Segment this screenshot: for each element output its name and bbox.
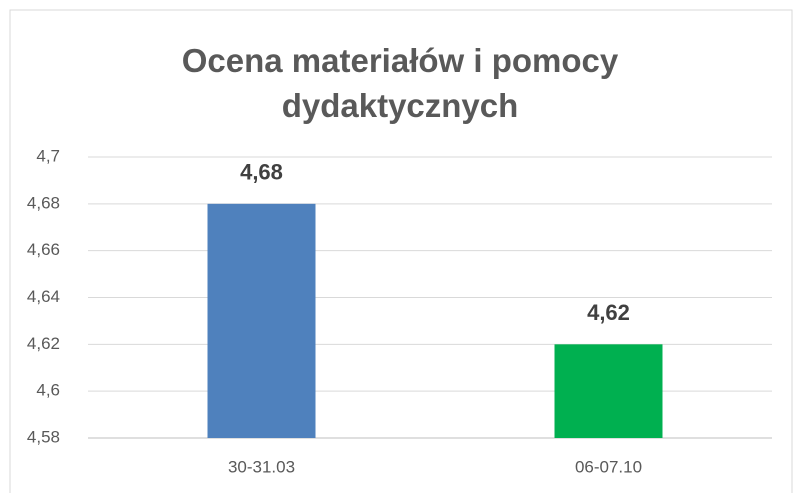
y-tick-label: 4,7 xyxy=(36,146,60,165)
y-tick-label: 4,64 xyxy=(27,287,60,306)
chart-border xyxy=(9,9,793,493)
value-label: 4,68 xyxy=(240,160,283,185)
y-tick-label: 4,58 xyxy=(27,427,60,446)
y-tick-label: 4,6 xyxy=(36,381,60,400)
bar xyxy=(554,344,663,438)
value-label: 4,62 xyxy=(587,300,630,325)
x-tick-label: 30-31.03 xyxy=(228,457,295,476)
y-tick-label: 4,62 xyxy=(27,334,60,353)
y-tick-label: 4,66 xyxy=(27,240,60,259)
bar xyxy=(207,203,316,438)
x-tick-label: 06-07.10 xyxy=(575,457,642,476)
chart-title: Ocena materiałów i pomocy dydaktycznych xyxy=(181,42,619,124)
y-tick-label: 4,68 xyxy=(27,193,60,212)
